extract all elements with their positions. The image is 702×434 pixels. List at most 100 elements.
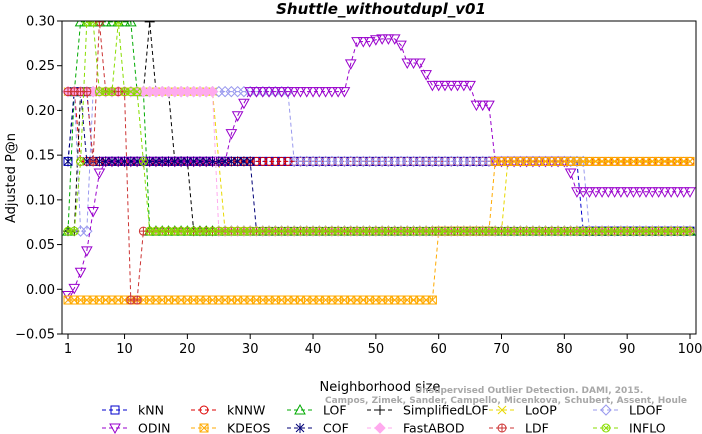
point-odin <box>659 187 671 198</box>
point-cof <box>183 156 192 167</box>
point-knnw <box>258 156 268 166</box>
point-inflo <box>453 226 463 236</box>
legend-label: ODIN <box>138 421 171 434</box>
y-tick-label: 0.00 <box>26 283 55 298</box>
point-inflo <box>333 226 343 236</box>
plot-area <box>62 21 696 305</box>
point-knnw <box>283 156 293 166</box>
point-inflo <box>88 21 98 27</box>
point-inflo <box>654 226 664 236</box>
point-odin <box>332 87 345 98</box>
point-inflo <box>371 226 381 236</box>
credit-line-1: Unsupervised Outlier Detection. DAMI, 20… <box>415 386 643 396</box>
legend-marker <box>109 423 121 434</box>
point-inflo <box>302 226 312 236</box>
point-knnw <box>371 156 381 166</box>
y-tick-label: 0.25 <box>26 59 55 74</box>
x-tick-label: 80 <box>556 342 573 357</box>
series-lof <box>62 21 696 236</box>
point-odin <box>263 87 275 98</box>
point-inflo <box>239 226 249 236</box>
point-odin <box>413 58 426 70</box>
point-inflo <box>660 226 670 236</box>
legend-label: kNN <box>138 403 164 418</box>
point-inflo <box>497 226 507 236</box>
point-inflo <box>176 226 186 236</box>
point-inflo <box>164 226 174 236</box>
point-inflo <box>126 87 136 97</box>
point-inflo <box>484 226 494 236</box>
series-line-kdeos <box>68 160 690 301</box>
x-tick-label: 40 <box>305 342 322 357</box>
legend-item-cof: COF <box>287 421 349 434</box>
point-inflo <box>226 226 236 236</box>
point-inflo <box>352 226 362 236</box>
point-inflo <box>283 226 293 236</box>
point-odin <box>445 80 458 92</box>
point-odin <box>407 58 420 70</box>
point-odin <box>652 187 665 198</box>
point-inflo <box>120 87 130 97</box>
point-odin <box>351 37 363 48</box>
point-inflo <box>308 226 318 236</box>
legend-item-ldof: LDOF <box>593 403 663 418</box>
point-inflo <box>515 226 525 236</box>
series-simplifiedlof <box>63 21 695 237</box>
legend-label: KDEOS <box>227 421 271 434</box>
point-inflo <box>145 226 155 236</box>
series-line-odin <box>67 38 690 296</box>
point-inflo <box>572 226 582 236</box>
point-inflo <box>553 226 563 236</box>
point-inflo <box>113 21 123 27</box>
y-tick-label: 0.15 <box>26 149 55 164</box>
point-odin <box>326 87 338 98</box>
point-inflo <box>628 226 638 236</box>
legend-marker <box>497 423 507 433</box>
point-odin <box>238 98 250 110</box>
point-odin <box>621 187 634 198</box>
legend-label: kNNW <box>227 403 265 418</box>
point-inflo <box>208 226 218 236</box>
point-inflo <box>132 87 142 97</box>
point-inflo <box>264 226 274 236</box>
legend-item-ldf: LDF <box>489 421 549 434</box>
point-odin <box>388 34 401 45</box>
point-odin <box>282 87 294 98</box>
point-inflo <box>672 226 682 236</box>
point-cof <box>220 156 230 167</box>
point-inflo <box>390 226 400 236</box>
y-axis-label: Adjusted P@n <box>4 133 19 223</box>
series-odin <box>62 34 696 302</box>
chart-title: Shuttle_withoutdupl_v01 <box>276 0 486 18</box>
point-odin <box>640 187 652 198</box>
legend-item-odin: ODIN <box>102 421 171 434</box>
y-tick-label: −0.05 <box>15 328 55 343</box>
point-inflo <box>365 226 375 236</box>
series-inflo <box>63 21 695 236</box>
point-knnw <box>365 156 375 166</box>
legend-item-inflo: INFLO <box>593 421 666 434</box>
point-cof <box>239 156 249 167</box>
point-odin <box>476 100 489 112</box>
y-tick-label: 0.30 <box>26 15 55 30</box>
point-inflo <box>509 226 519 236</box>
point-inflo <box>377 226 387 236</box>
point-inflo <box>478 226 488 236</box>
point-ldof <box>577 155 589 168</box>
legend-marker <box>374 422 386 434</box>
point-inflo <box>327 226 337 236</box>
point-odin <box>300 87 313 98</box>
point-inflo <box>409 226 419 236</box>
point-odin <box>395 40 407 52</box>
x-tick-label: 10 <box>116 342 133 357</box>
legend-marker <box>600 404 612 416</box>
point-inflo <box>214 226 224 236</box>
x-tick-label: 70 <box>493 342 510 357</box>
point-odin <box>288 87 301 98</box>
point-inflo <box>459 226 469 236</box>
point-odin <box>376 34 388 45</box>
y-tick-label: 0.20 <box>26 104 55 119</box>
point-simplifiedlof <box>144 21 155 27</box>
point-odin <box>684 187 696 198</box>
point-cof <box>233 156 242 167</box>
